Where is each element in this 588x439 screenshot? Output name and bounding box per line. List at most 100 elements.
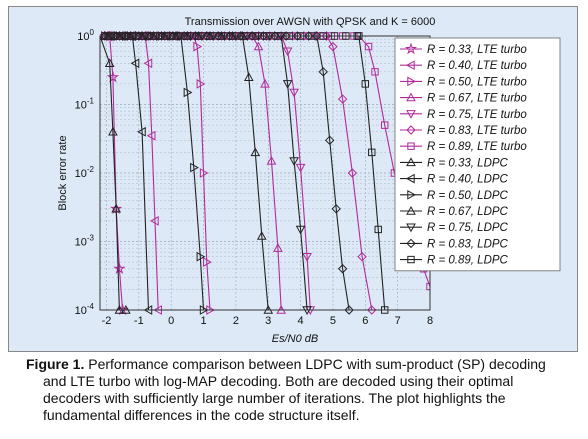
legend-label: R = 0.75, LTE turbo bbox=[427, 109, 527, 121]
data-point bbox=[228, 32, 237, 40]
x-tick-label: 0 bbox=[168, 315, 174, 327]
x-tick-label: 7 bbox=[395, 315, 401, 327]
data-point bbox=[106, 70, 120, 83]
data-point bbox=[250, 147, 261, 157]
data-point bbox=[243, 72, 254, 81]
legend-item: R = 0.50, LTE turbo bbox=[400, 76, 527, 88]
series-markers bbox=[104, 32, 389, 314]
data-point bbox=[406, 125, 416, 135]
legend-box bbox=[394, 37, 561, 272]
x-axis-label: Es/N0 dB bbox=[272, 333, 318, 345]
data-point bbox=[115, 32, 124, 40]
data-point bbox=[149, 32, 158, 40]
data-point bbox=[295, 163, 306, 173]
data-point bbox=[145, 31, 155, 41]
legend-item: R = 0.89, LTE turbo bbox=[400, 141, 527, 153]
data-point bbox=[138, 32, 146, 40]
data-point bbox=[302, 252, 312, 262]
data-point bbox=[236, 31, 246, 41]
data-point bbox=[172, 32, 180, 40]
data-point bbox=[203, 257, 212, 267]
data-point bbox=[108, 126, 118, 136]
legend-item: R = 0.50, LDPC bbox=[400, 190, 509, 202]
legend-item: R = 0.33, LDPC bbox=[400, 157, 509, 169]
data-point bbox=[310, 31, 320, 41]
series-markers bbox=[100, 31, 354, 315]
data-point bbox=[289, 88, 299, 98]
legend-item: R = 0.89, LDPC bbox=[400, 255, 509, 267]
data-point bbox=[308, 32, 316, 40]
data-point bbox=[405, 173, 415, 184]
x-tick-label: 4 bbox=[298, 315, 304, 327]
data-point bbox=[367, 305, 377, 315]
data-point bbox=[100, 31, 110, 41]
data-point bbox=[196, 79, 206, 89]
data-point bbox=[381, 306, 389, 314]
data-point bbox=[406, 205, 416, 215]
legend: R = 0.33, LTE turbo R = 0.40, LTE turbo R … bbox=[394, 37, 561, 272]
data-point bbox=[193, 41, 203, 52]
data-point bbox=[256, 231, 267, 240]
data-point bbox=[374, 225, 382, 234]
data-point bbox=[404, 42, 418, 55]
data-point bbox=[407, 255, 415, 264]
data-point bbox=[312, 31, 322, 41]
data-point bbox=[318, 67, 328, 77]
data-point bbox=[328, 41, 338, 52]
data-point bbox=[156, 31, 167, 41]
data-point bbox=[324, 135, 335, 146]
data-point bbox=[282, 47, 293, 57]
data-point bbox=[146, 130, 156, 141]
data-point bbox=[130, 58, 140, 69]
data-point bbox=[240, 32, 248, 40]
x-tick-label: -2 bbox=[102, 315, 112, 327]
data-point bbox=[224, 31, 235, 41]
data-point bbox=[199, 168, 209, 178]
data-point bbox=[127, 32, 135, 40]
legend-item: R = 0.40, LTE turbo bbox=[400, 60, 527, 72]
data-point bbox=[122, 31, 133, 41]
data-point bbox=[344, 305, 354, 315]
data-point bbox=[282, 80, 293, 89]
x-tick-label: 8 bbox=[427, 315, 433, 327]
data-point bbox=[143, 58, 153, 69]
data-point bbox=[355, 32, 363, 40]
legend-label: R = 0.33, LTE turbo bbox=[427, 44, 527, 56]
chart-title: Transmission over AWGN with QPSK and K =… bbox=[185, 16, 436, 28]
data-point bbox=[104, 32, 112, 40]
data-point bbox=[405, 60, 415, 71]
data-point bbox=[183, 87, 193, 98]
chart: -2 -1 0 1 2 3 4 5 6 7 8 100 10-1 10-2 10-3 10-4 Transmis… bbox=[57, 16, 561, 345]
y-tick-label: 10-2 bbox=[75, 165, 95, 180]
data-point bbox=[357, 251, 367, 262]
data-point bbox=[281, 31, 291, 41]
data-point bbox=[179, 31, 189, 41]
data-point bbox=[168, 31, 178, 41]
data-point bbox=[407, 189, 417, 200]
legend-label: R = 0.50, LTE turbo bbox=[427, 76, 527, 88]
data-point bbox=[251, 32, 259, 40]
caption-label: Figure 1. bbox=[26, 356, 85, 372]
legend-label: R = 0.89, LDPC bbox=[427, 255, 509, 267]
data-point bbox=[295, 225, 306, 235]
legend-item: R = 0.33, LTE turbo bbox=[400, 42, 527, 56]
data-point bbox=[406, 110, 416, 119]
data-point bbox=[274, 32, 282, 40]
data-point bbox=[247, 31, 257, 41]
data-point bbox=[266, 155, 277, 165]
legend-item: R = 0.83, LTE turbo bbox=[400, 125, 527, 137]
data-point bbox=[273, 243, 283, 252]
data-point bbox=[190, 162, 199, 173]
x-tick-label: 1 bbox=[200, 315, 206, 327]
data-point bbox=[111, 31, 121, 41]
data-point bbox=[253, 41, 264, 51]
data-point bbox=[364, 42, 373, 51]
data-point bbox=[342, 32, 350, 40]
data-point bbox=[285, 32, 293, 40]
legend-label: R = 0.75, LDPC bbox=[427, 222, 509, 234]
data-point bbox=[337, 264, 348, 274]
x-tick-label: 5 bbox=[330, 315, 336, 327]
data-point bbox=[104, 58, 115, 67]
data-point bbox=[183, 32, 192, 40]
data-point bbox=[361, 80, 369, 88]
